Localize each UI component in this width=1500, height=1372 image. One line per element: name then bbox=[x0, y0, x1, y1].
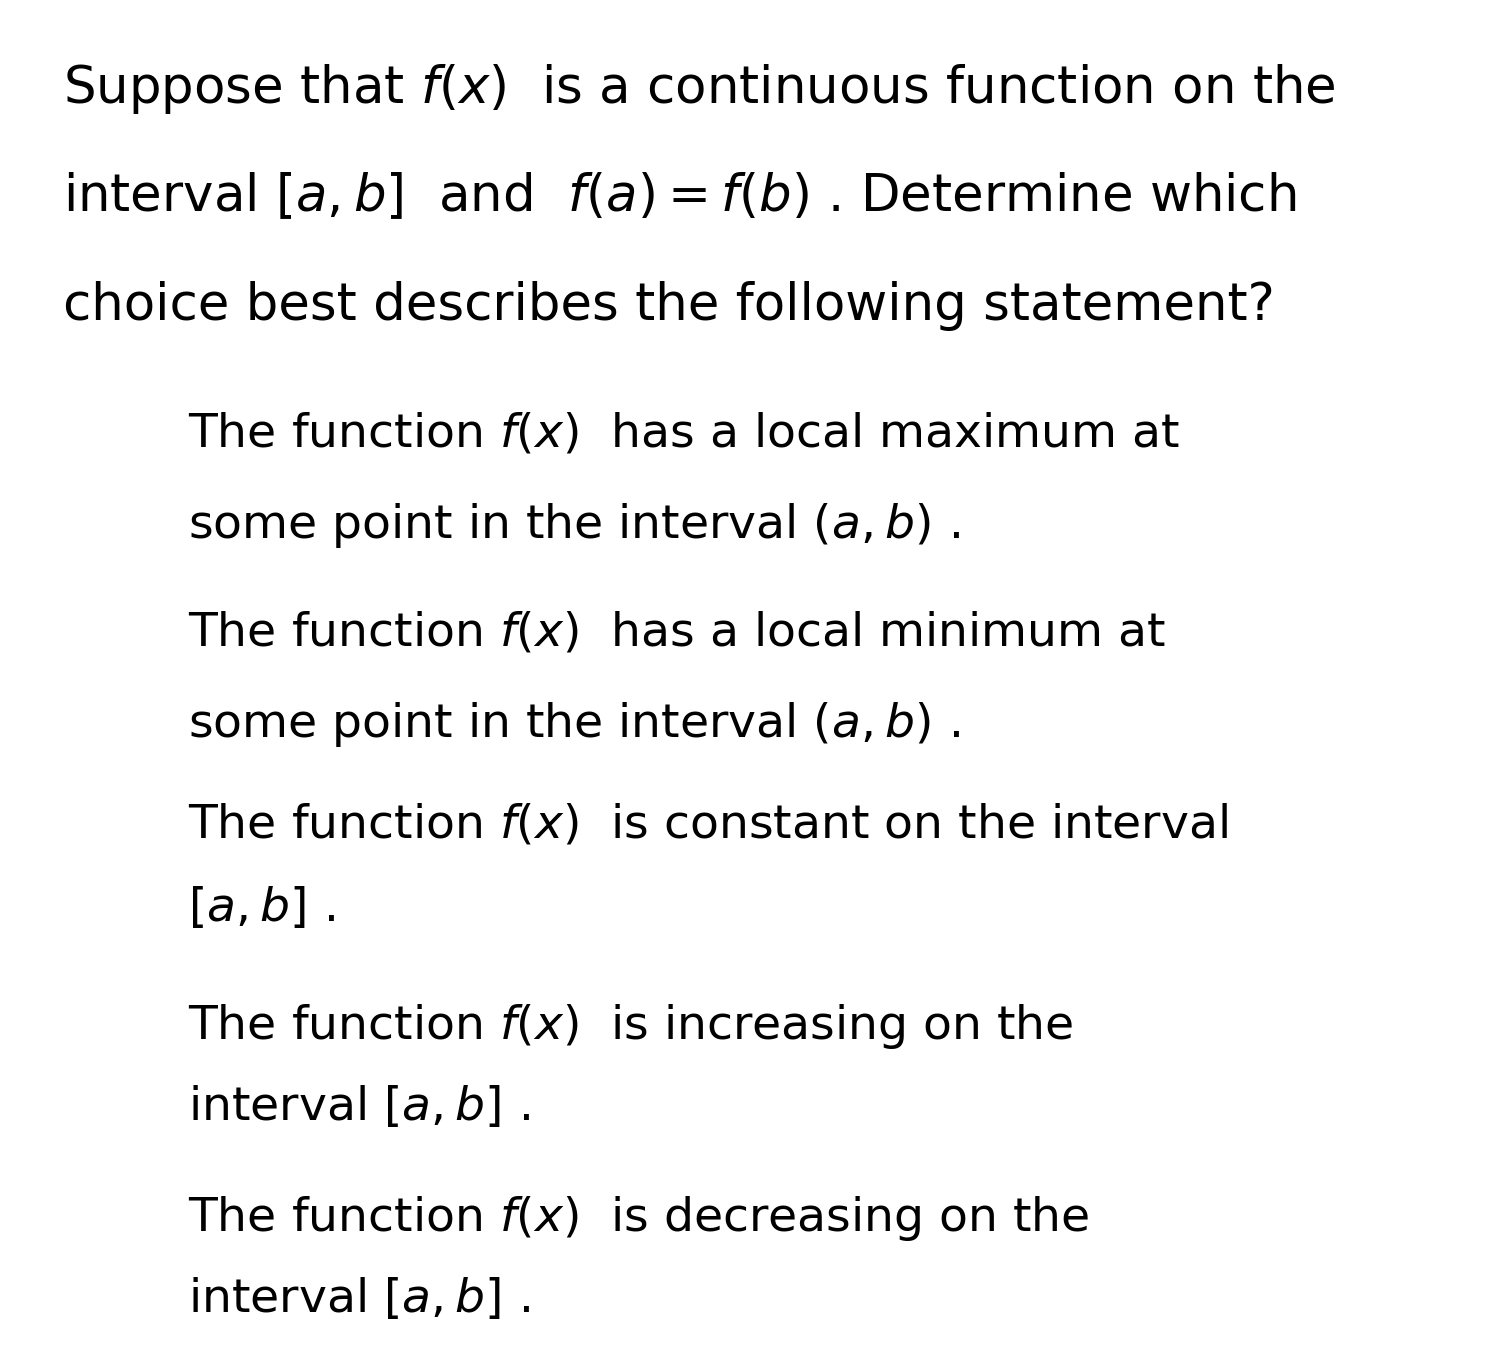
Text: interval $[a, b]$  and  $f(a) = f(b)$ . Determine which: interval $[a, b]$ and $f(a) = f(b)$ . De… bbox=[63, 172, 1296, 222]
Text: The function $f(x)$  is decreasing on the: The function $f(x)$ is decreasing on the bbox=[188, 1194, 1089, 1243]
Text: Suppose that $f(x)$  is a continuous function on the: Suppose that $f(x)$ is a continuous func… bbox=[63, 62, 1335, 115]
Text: The function $f(x)$  has a local maximum at: The function $f(x)$ has a local maximum … bbox=[188, 412, 1179, 457]
Text: interval $[a, b]$ .: interval $[a, b]$ . bbox=[188, 1084, 530, 1131]
Text: $[a, b]$ .: $[a, b]$ . bbox=[188, 885, 334, 932]
Text: interval $[a, b]$ .: interval $[a, b]$ . bbox=[188, 1276, 530, 1323]
Text: some point in the interval $(a, b)$ .: some point in the interval $(a, b)$ . bbox=[188, 501, 960, 550]
Text: some point in the interval $(a, b)$ .: some point in the interval $(a, b)$ . bbox=[188, 700, 960, 749]
Text: The function $f(x)$  is constant on the interval: The function $f(x)$ is constant on the i… bbox=[188, 803, 1227, 848]
Text: The function $f(x)$  has a local minimum at: The function $f(x)$ has a local minimum … bbox=[188, 611, 1166, 656]
Text: choice best describes the following statement?: choice best describes the following stat… bbox=[63, 281, 1275, 331]
Text: The function $f(x)$  is increasing on the: The function $f(x)$ is increasing on the bbox=[188, 1002, 1072, 1051]
